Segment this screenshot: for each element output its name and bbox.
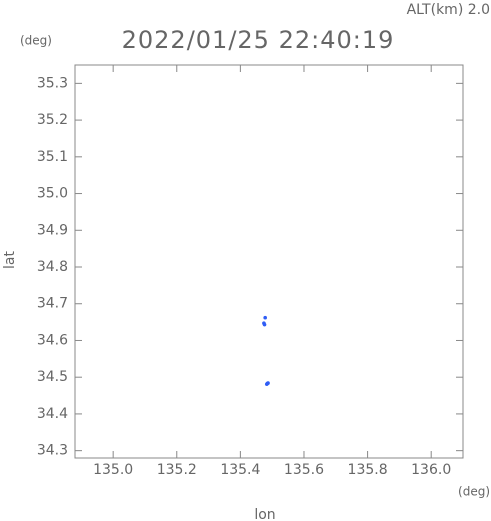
data-point [263,315,267,320]
y-tick-label: 34.5 [37,369,68,385]
x-tick-label: 135.2 [157,462,197,478]
y-unit: (deg) [20,34,52,48]
x-tick-label: 135.8 [348,462,388,478]
y-tick-label: 35.0 [37,186,68,202]
y-tick-label: 35.3 [37,75,68,91]
x-tick-label: 135.6 [284,462,324,478]
y-tick-label: 34.3 [37,443,68,459]
chart-title: 2022/01/25 22:40:19 [122,26,395,54]
x-tick-label: 135.0 [93,462,133,478]
y-tick-label: 34.4 [37,406,68,422]
y-axis-label: lat [2,251,18,269]
x-tick-label: 136.0 [411,462,451,478]
y-tick-label: 35.2 [37,112,68,128]
y-tick-label: 34.7 [37,296,68,312]
data-point [264,382,269,386]
y-tick-label: 34.8 [37,259,68,275]
x-tick-label: 135.4 [220,462,260,478]
y-tick-label: 34.9 [37,222,68,238]
plot-frame [74,64,464,459]
x-unit: (deg) [458,485,490,499]
altitude-label: ALT(km) 2.0 [407,2,490,18]
y-tick-label: 34.6 [37,332,68,348]
x-axis-label: lon [254,507,275,521]
y-tick-label: 35.1 [37,149,68,165]
data-point [262,321,266,326]
